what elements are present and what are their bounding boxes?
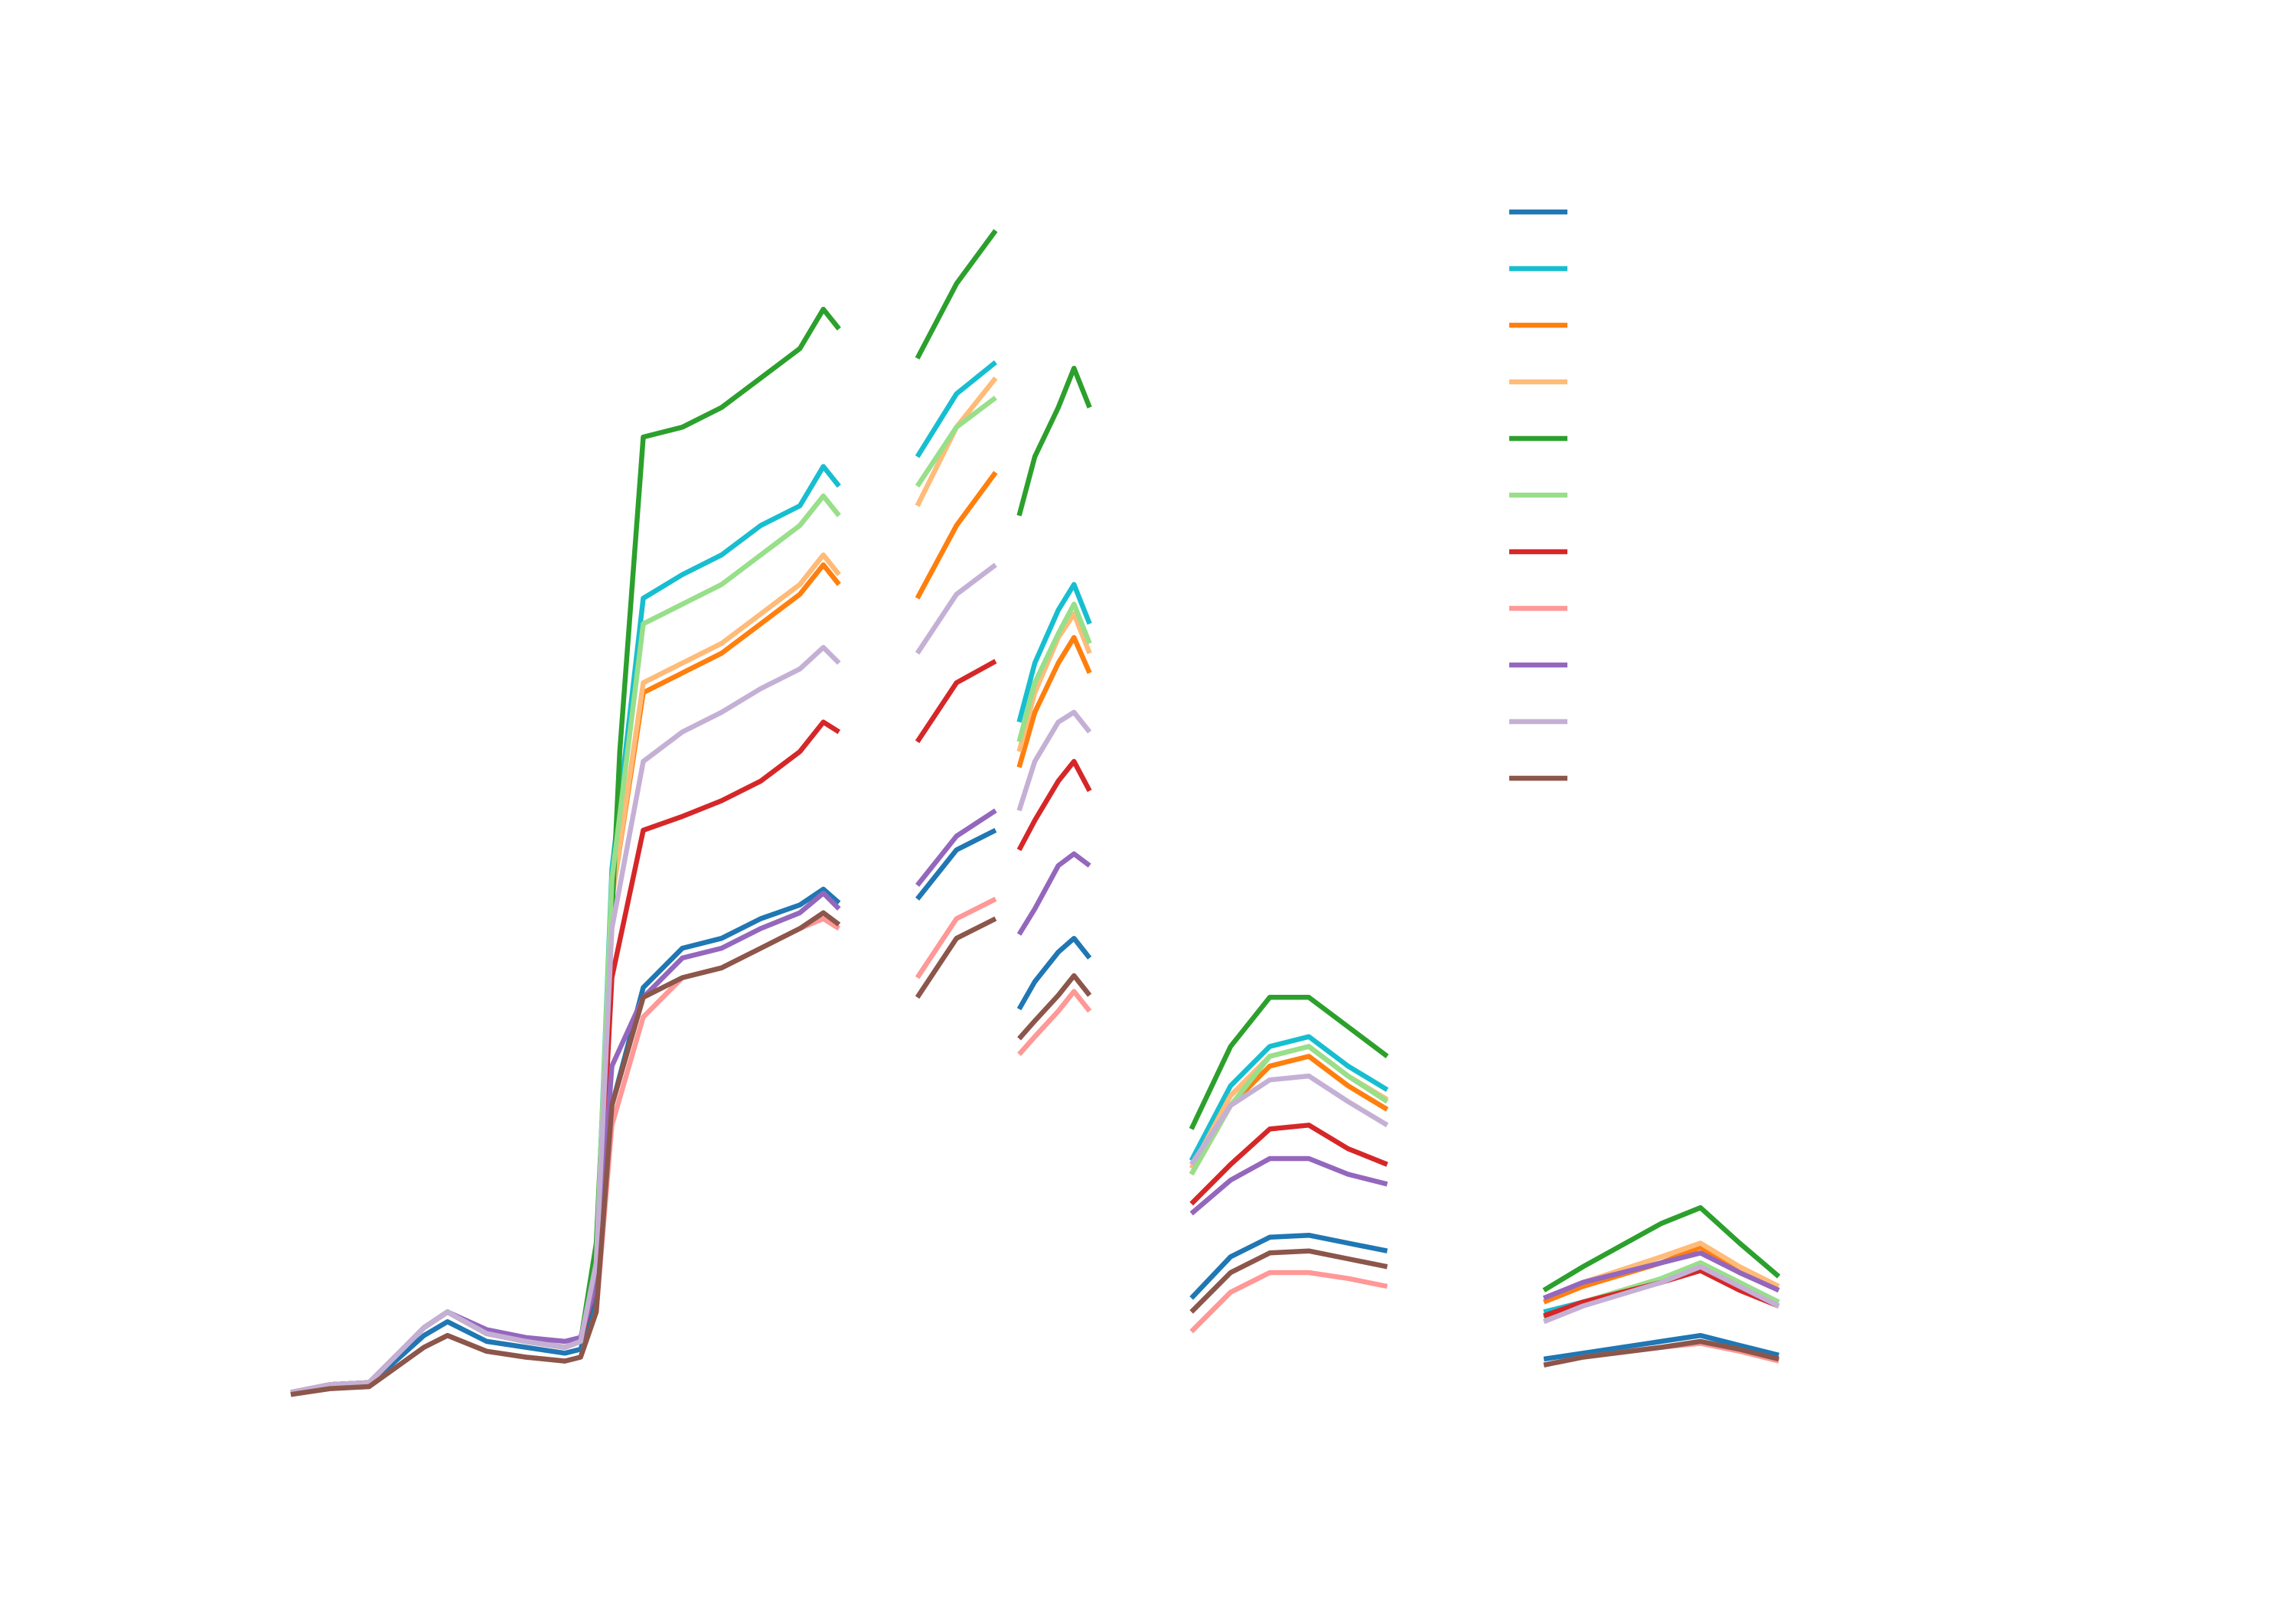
series-s3-segment-3 [1016,634,1092,768]
series-s8-segment-3 [1017,989,1092,1056]
series-s9-segment-4 [1189,1156,1388,1216]
series-s2-segment-3 [1016,582,1092,723]
series-s10-segment-1 [290,644,841,1395]
series-s7-segment-3 [1016,758,1092,852]
series-s10-segment-5 [1542,1264,1780,1325]
series-s7-segment-2 [915,659,997,744]
series-s6-segment-2 [915,396,997,488]
series-s9-segment-3 [1016,851,1091,936]
series-s11 [290,910,1779,1397]
series-s5-segment-5 [1542,1204,1781,1292]
series-s5-segment-3 [1016,365,1092,517]
series-s11-segment-1 [290,910,841,1397]
series-s1 [290,827,1779,1397]
series-s8-segment-2 [915,896,997,980]
series-s9-segment-5 [1542,1250,1780,1301]
legend [1509,209,1567,781]
series-s5-segment-4 [1189,995,1389,1130]
series-s7-segment-4 [1189,1123,1388,1206]
series-s10-segment-4 [1189,1073,1389,1166]
plot-area [290,229,1781,1397]
series-s2-segment-2 [915,360,997,458]
series-s1-segment-4 [1189,1232,1388,1300]
series-s11-segment-3 [1017,973,1092,1041]
series-s2-segment-4 [1189,1034,1389,1162]
series-s1-segment-1 [290,886,841,1397]
series-s11-segment-4 [1189,1248,1388,1314]
series-s10 [290,562,1780,1395]
series-s1-segment-3 [1016,935,1092,1011]
series-s8-segment-4 [1189,1270,1388,1334]
series-s11-segment-5 [1543,1338,1779,1367]
series-s10-segment-3 [1016,709,1092,812]
series-s11-segment-2 [915,916,997,999]
series-s1-segment-5 [1543,1332,1779,1362]
series-s9-segment-2 [915,808,997,887]
series-s10-segment-2 [915,562,997,655]
series-s6-segment-3 [1016,601,1092,743]
series-s1-segment-2 [915,827,997,901]
series-s5-segment-2 [915,229,998,360]
series-s3-segment-2 [915,471,998,600]
